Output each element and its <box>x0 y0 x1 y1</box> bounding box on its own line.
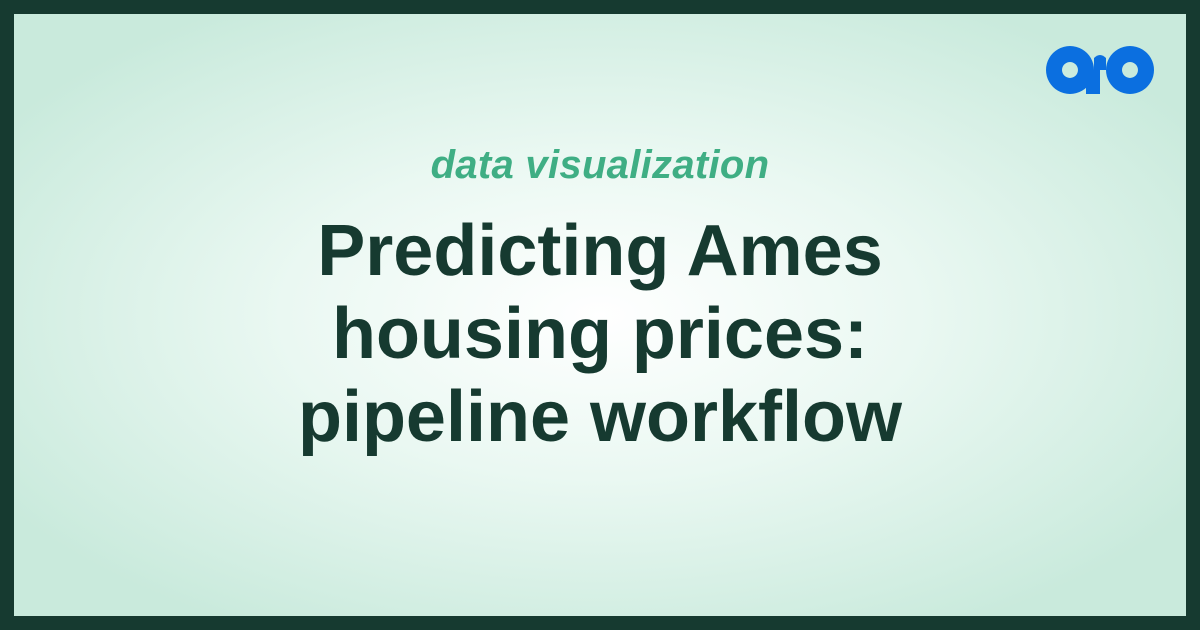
title-line: pipeline workflow <box>297 376 903 457</box>
card-title: Predicting Ames housing prices: pipeline… <box>298 210 902 458</box>
title-line: Predicting Ames <box>317 211 883 292</box>
category-label: data visualization <box>430 143 770 188</box>
title-line: housing prices: <box>331 294 869 375</box>
card-content: data visualization Predicting Ames housi… <box>14 14 1186 616</box>
ao-logo-icon <box>1046 46 1155 94</box>
